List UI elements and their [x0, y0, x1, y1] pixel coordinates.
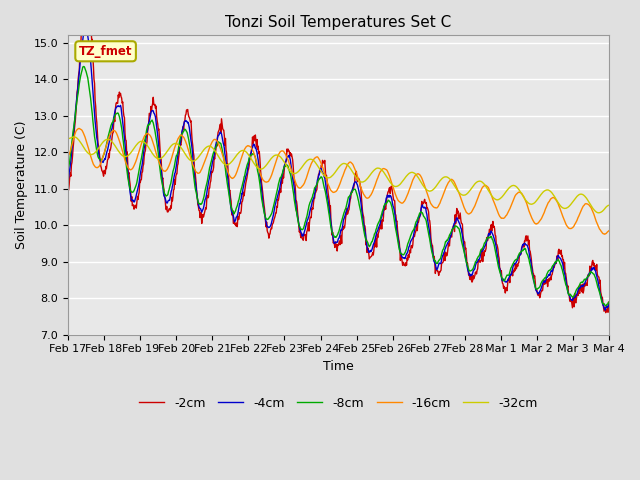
- -16cm: [76, 126, 83, 132]
- -16cm: [383, 168, 391, 174]
- -8cm: [91, 134, 99, 140]
- -32cm: [595, 210, 603, 216]
- -16cm: [579, 204, 586, 210]
- -16cm: [588, 204, 595, 210]
- -8cm: [588, 269, 595, 275]
- Legend: -2cm, -4cm, -8cm, -16cm, -32cm: -2cm, -4cm, -8cm, -16cm, -32cm: [134, 392, 543, 415]
- Line: -8cm: -8cm: [68, 67, 609, 306]
- -32cm: [289, 170, 297, 176]
- Line: -4cm: -4cm: [68, 30, 609, 310]
- -8cm: [579, 280, 586, 286]
- -32cm: [165, 146, 173, 152]
- -4cm: [82, 27, 90, 33]
- -4cm: [165, 197, 173, 203]
- -4cm: [605, 301, 613, 307]
- -2cm: [579, 281, 586, 287]
- Line: -16cm: -16cm: [68, 129, 609, 234]
- -16cm: [91, 163, 99, 169]
- -4cm: [588, 268, 595, 274]
- -16cm: [289, 173, 297, 179]
- Text: TZ_fmet: TZ_fmet: [79, 45, 132, 58]
- -32cm: [588, 203, 595, 208]
- -32cm: [70, 134, 77, 140]
- -4cm: [91, 111, 99, 117]
- -4cm: [289, 179, 297, 185]
- -8cm: [383, 199, 391, 205]
- -2cm: [165, 206, 173, 212]
- Y-axis label: Soil Temperature (C): Soil Temperature (C): [15, 120, 28, 249]
- -4cm: [64, 178, 72, 183]
- -2cm: [91, 81, 99, 86]
- -8cm: [64, 166, 72, 171]
- -32cm: [383, 175, 391, 181]
- -8cm: [605, 299, 613, 305]
- -32cm: [64, 136, 72, 142]
- -16cm: [601, 231, 609, 237]
- -2cm: [605, 309, 613, 314]
- -16cm: [165, 163, 173, 168]
- -16cm: [64, 153, 72, 158]
- -8cm: [165, 187, 173, 193]
- -8cm: [602, 303, 609, 309]
- -4cm: [579, 284, 586, 289]
- -2cm: [588, 267, 595, 273]
- Title: Tonzi Soil Temperatures Set C: Tonzi Soil Temperatures Set C: [225, 15, 452, 30]
- Line: -2cm: -2cm: [68, 0, 609, 312]
- -8cm: [289, 188, 297, 194]
- -16cm: [605, 228, 613, 233]
- -2cm: [64, 186, 72, 192]
- X-axis label: Time: Time: [323, 360, 354, 373]
- -2cm: [602, 310, 609, 315]
- Line: -32cm: -32cm: [68, 137, 609, 213]
- -32cm: [605, 203, 613, 208]
- -4cm: [383, 192, 391, 198]
- -2cm: [383, 192, 391, 198]
- -4cm: [602, 307, 609, 313]
- -32cm: [579, 192, 586, 197]
- -2cm: [289, 163, 297, 169]
- -8cm: [79, 64, 87, 70]
- -32cm: [91, 150, 99, 156]
